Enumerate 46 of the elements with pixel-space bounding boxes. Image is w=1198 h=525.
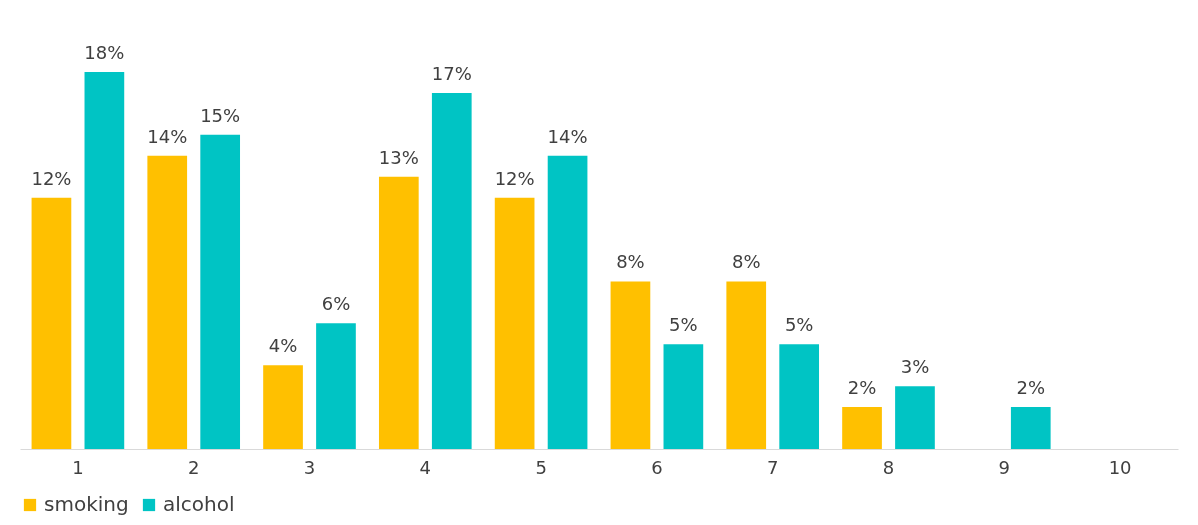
data-label: 8%: [616, 251, 645, 273]
x-tick-label: 7: [766, 456, 779, 478]
x-tick-label: 9: [998, 456, 1011, 478]
bar: [316, 323, 356, 449]
bar: [610, 281, 651, 449]
x-tick-label: 4: [419, 456, 432, 478]
x-tick-label: 8: [882, 456, 895, 478]
bar: [431, 92, 472, 449]
data-label: 14%: [547, 125, 588, 147]
legend-label: alcohol: [163, 492, 235, 516]
bar: [378, 176, 419, 449]
x-tick-label: 6: [651, 456, 663, 478]
data-label: 5%: [669, 314, 698, 336]
x-tick-label: 1: [72, 456, 84, 478]
bar: [842, 407, 882, 449]
data-label: 12%: [494, 167, 535, 189]
data-label: 13%: [378, 146, 419, 168]
x-tick-label: 2: [187, 456, 200, 478]
x-tick-label: 5: [535, 456, 547, 478]
bar: [663, 344, 704, 449]
bar: [263, 365, 303, 449]
data-label: 17%: [431, 62, 472, 84]
data-label: 2%: [1016, 377, 1046, 399]
data-label: 3%: [900, 356, 930, 378]
data-label: 12%: [31, 167, 72, 189]
bar: [726, 281, 767, 449]
data-label: 5%: [784, 314, 814, 336]
bar: [895, 386, 935, 449]
x-tick-label: 3: [303, 456, 316, 478]
data-label: 8%: [731, 251, 761, 273]
data-label: 18%: [84, 42, 125, 63]
bar: [547, 155, 588, 449]
legend-label: smoking: [44, 492, 129, 516]
data-label: 4%: [268, 335, 298, 357]
bar: [779, 344, 820, 449]
bar: [31, 197, 72, 449]
bar: [147, 155, 188, 449]
bar: [200, 134, 241, 449]
bar: [84, 72, 125, 449]
bar: [1010, 407, 1051, 449]
data-label: 6%: [321, 293, 351, 315]
data-label: 15%: [200, 104, 241, 126]
x-tick-label: 10: [1108, 456, 1132, 478]
data-label: 2%: [847, 377, 877, 399]
bar: [494, 197, 535, 449]
data-label: 14%: [147, 125, 188, 147]
